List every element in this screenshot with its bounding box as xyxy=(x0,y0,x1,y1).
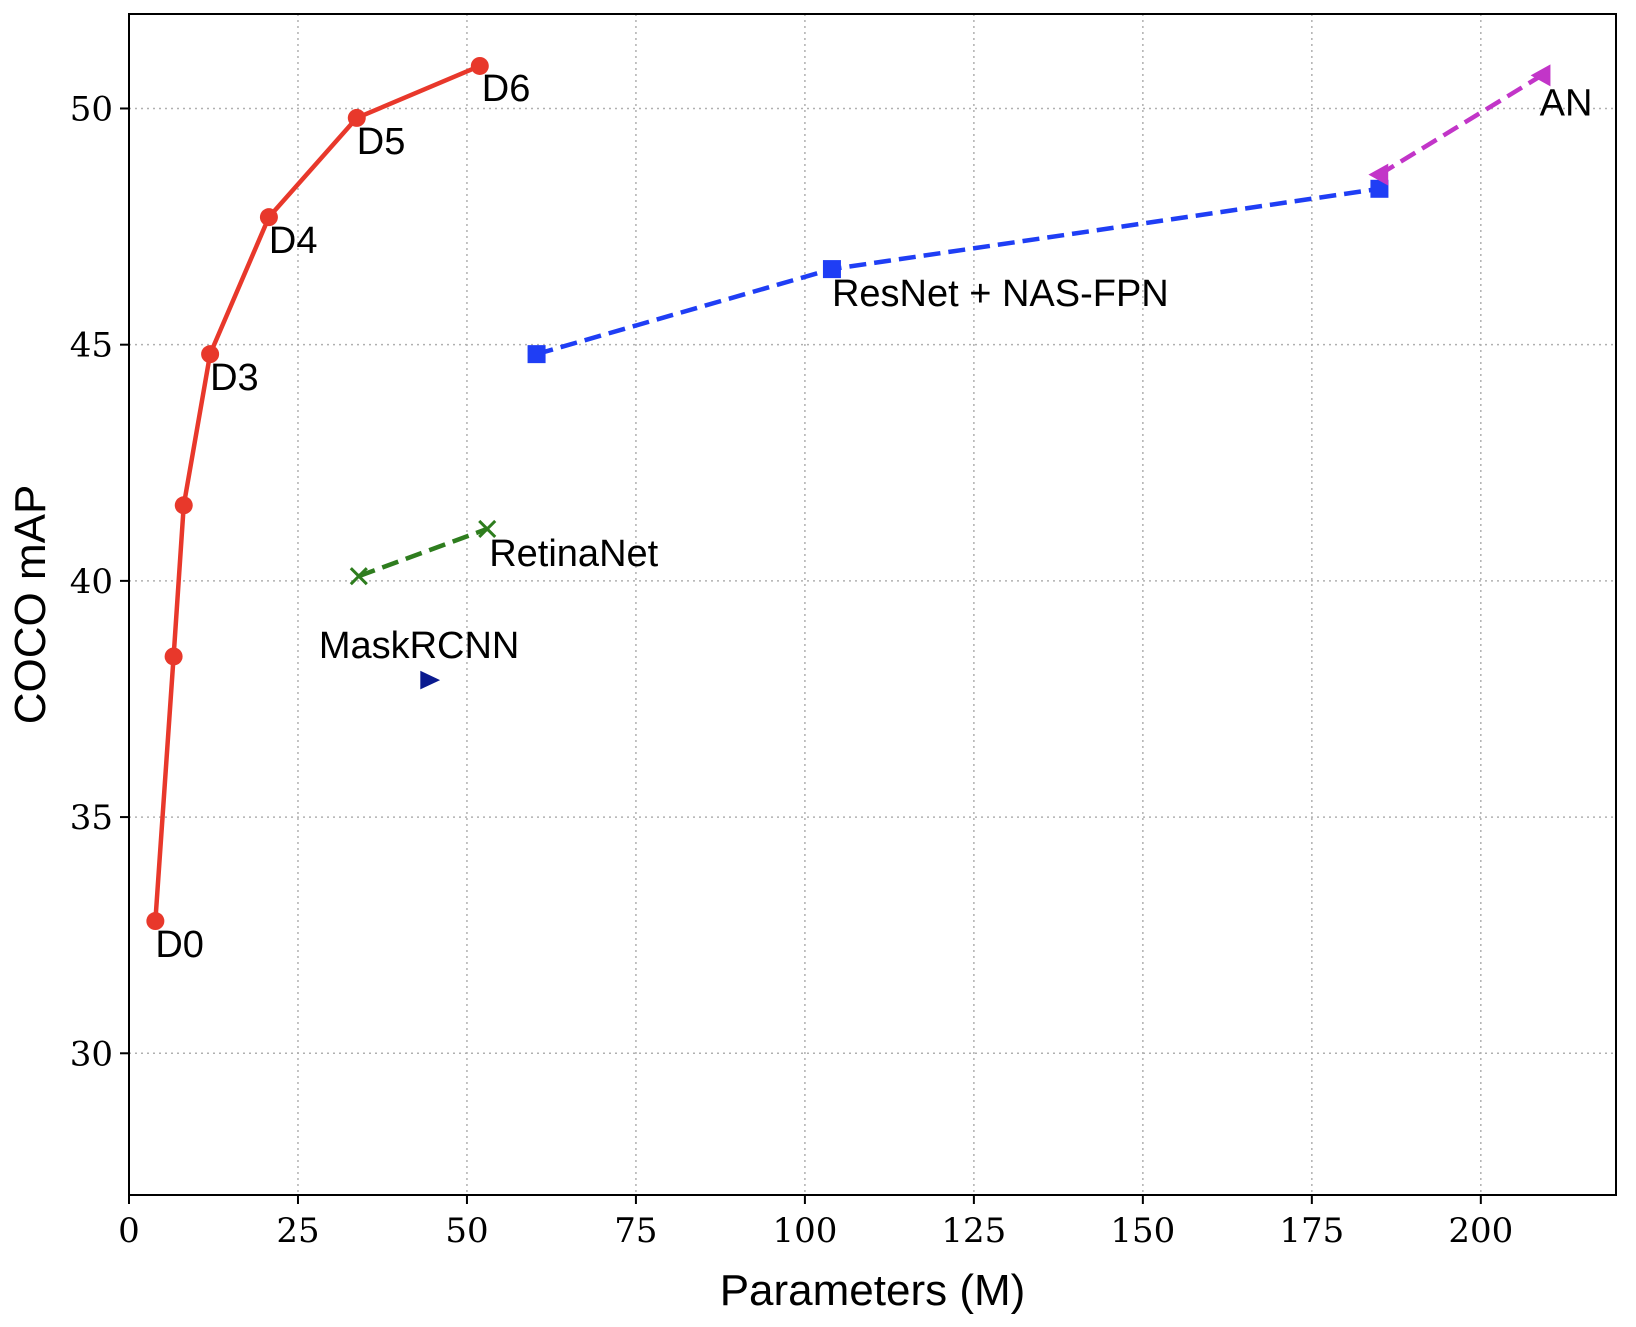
annotation-label: RetinaNet xyxy=(489,533,658,575)
x-tick-label: 50 xyxy=(445,1211,488,1251)
marker-layer xyxy=(146,56,1551,931)
grid xyxy=(128,14,1616,1195)
series-line-0 xyxy=(153,63,481,922)
y-tick-label: 35 xyxy=(70,798,113,838)
y-axis-title: COCO mAP xyxy=(6,485,55,725)
data-point-circle xyxy=(201,345,220,364)
x-axis-title: Parameters (M) xyxy=(720,1266,1026,1315)
data-point-square xyxy=(822,260,841,279)
annotation-label: D3 xyxy=(210,357,259,399)
annotation-label: ResNet + NAS-FPN xyxy=(832,273,1169,315)
y-tick-label: 50 xyxy=(70,89,113,129)
data-point-circle xyxy=(174,496,193,515)
data-point-x xyxy=(478,519,497,538)
annotation-label: D5 xyxy=(357,121,406,163)
annotation-label: AN xyxy=(1540,82,1593,124)
data-point-circle xyxy=(470,56,489,75)
data-point-square xyxy=(527,345,546,364)
series-layer xyxy=(153,63,1543,922)
annotation-label: MaskRCNN xyxy=(319,625,520,667)
series-line-2 xyxy=(1378,73,1543,177)
series-line-3 xyxy=(358,526,489,579)
annotation-label: D0 xyxy=(155,924,204,966)
data-point-circle xyxy=(347,108,366,127)
x-mark-stroke xyxy=(349,567,368,586)
x-tick-label: 100 xyxy=(772,1211,837,1251)
ticks: 0 25 50 75 100 125 150 175 200 30 35 40 45 50 xyxy=(70,89,1514,1251)
annotations: D0 D3 D4 D5 D6 ResNet + NAS-FPN AN RetinaNet Mas… xyxy=(155,68,1592,966)
x-tick-label: 25 xyxy=(276,1211,319,1251)
plot-frame xyxy=(128,13,1617,1196)
data-point-triangle xyxy=(420,670,441,690)
data-point-circle xyxy=(146,912,165,931)
annotation-label: D6 xyxy=(482,68,531,110)
y-tick-label: 30 xyxy=(70,1034,113,1074)
x-mark-stroke xyxy=(478,519,497,538)
x-tick-label: 125 xyxy=(941,1211,1006,1251)
y-tick-label: 45 xyxy=(70,326,113,366)
series-line-1 xyxy=(535,186,1380,357)
annotation-label: D4 xyxy=(269,220,318,262)
x-tick-label: 0 xyxy=(118,1211,140,1251)
x-tick-label: 175 xyxy=(1279,1211,1344,1251)
x-tick-label: 200 xyxy=(1448,1211,1513,1251)
data-point-square xyxy=(1370,179,1389,198)
x-tick-label: 75 xyxy=(614,1211,657,1251)
data-point-circle xyxy=(164,647,183,666)
data-point-x xyxy=(349,567,368,586)
y-tick-label: 40 xyxy=(70,562,113,602)
x-tick-label: 150 xyxy=(1110,1211,1175,1251)
data-point-triangle xyxy=(1368,163,1389,186)
data-point-triangle xyxy=(1530,64,1551,87)
data-point-circle xyxy=(259,208,278,227)
